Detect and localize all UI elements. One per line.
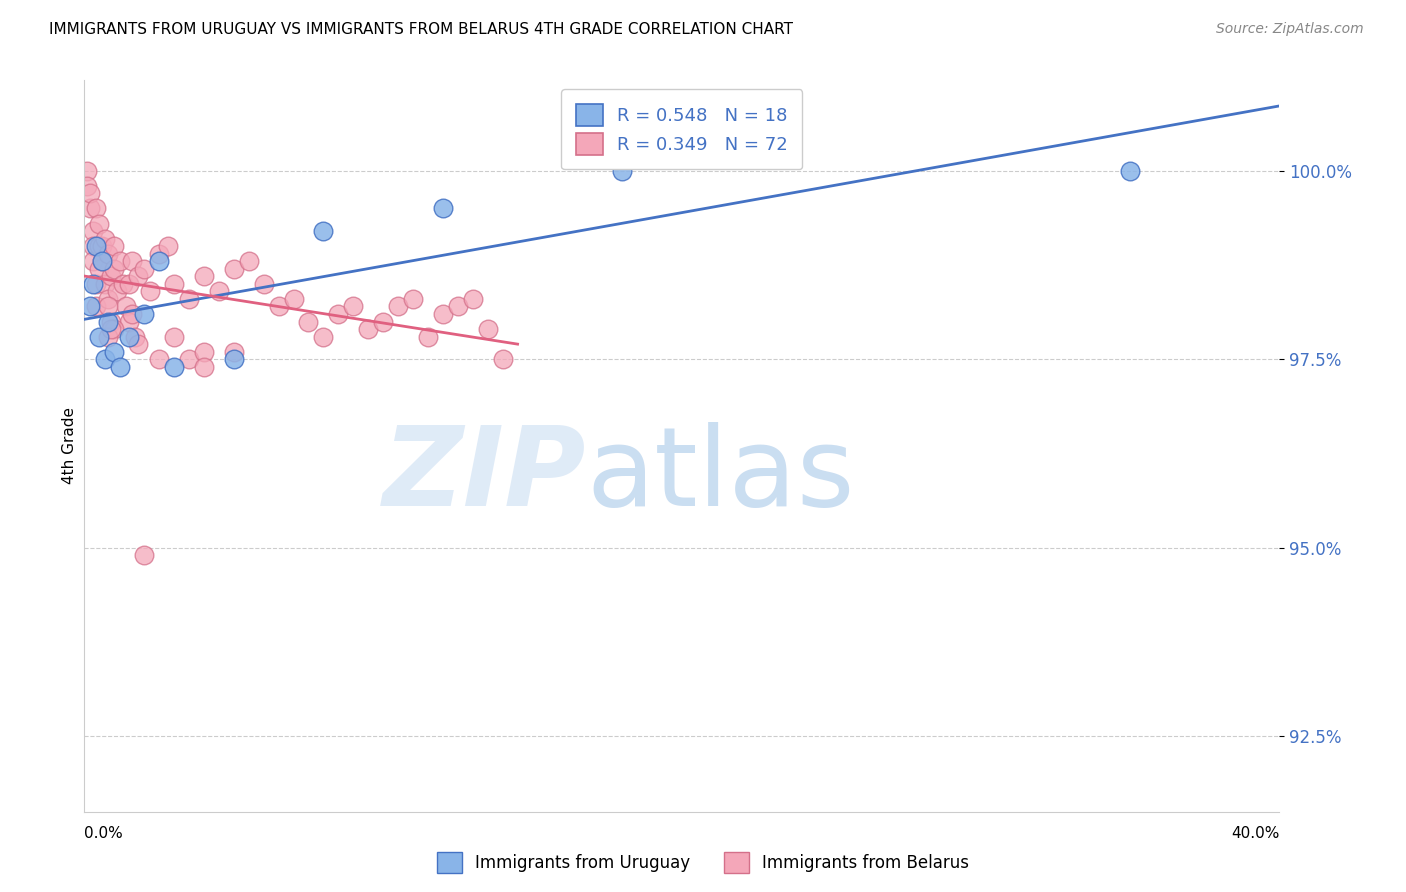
Point (139, 285, 162, 299)
Text: atlas: atlas (586, 422, 855, 529)
Point (402, 292, 425, 306)
Point (79, 202, 101, 216)
Point (157, 239, 180, 253)
Point (267, 300, 290, 314)
Legend: Immigrants from Uruguay, Immigrants from Belarus: Immigrants from Uruguay, Immigrants from… (430, 846, 976, 880)
Point (612, 163, 634, 178)
Point (447, 300, 470, 314)
Y-axis label: 4th Grade: 4th Grade (62, 408, 77, 484)
Point (103, 344, 125, 359)
Point (148, 254, 170, 268)
Point (103, 322, 125, 336)
Point (253, 277, 276, 291)
Point (118, 277, 141, 291)
Point (94, 352, 117, 367)
Point (163, 329, 186, 343)
Point (76, 178, 98, 193)
Point (238, 254, 260, 268)
Point (89, 261, 111, 276)
Point (94, 232, 117, 246)
Point (86, 300, 108, 314)
Point (1119, 163, 1142, 178)
Point (312, 224, 335, 238)
Point (163, 277, 186, 291)
Point (86, 277, 108, 291)
Point (118, 315, 141, 329)
Point (105, 285, 128, 299)
Point (97, 315, 120, 329)
Point (79, 300, 101, 314)
Point (222, 352, 245, 367)
Point (328, 307, 350, 321)
Point (121, 254, 143, 268)
Point (148, 246, 170, 260)
Point (432, 307, 454, 321)
Point (91, 254, 114, 268)
Point (124, 329, 146, 343)
Point (76, 163, 98, 178)
Point (461, 292, 484, 306)
Point (297, 315, 319, 329)
Point (91, 239, 114, 253)
Point (115, 300, 138, 314)
Point (100, 269, 122, 284)
Point (193, 359, 215, 374)
Point (416, 329, 439, 343)
Point (432, 202, 454, 216)
Point (477, 322, 499, 336)
Point (94, 277, 117, 291)
Point (89, 217, 111, 231)
Point (132, 549, 156, 563)
Point (208, 285, 231, 299)
Text: IMMIGRANTS FROM URUGUAY VS IMMIGRANTS FROM BELARUS 4TH GRADE CORRELATION CHART: IMMIGRANTS FROM URUGUAY VS IMMIGRANTS FR… (49, 22, 793, 37)
Point (177, 292, 200, 306)
Point (82, 254, 104, 268)
Point (89, 329, 111, 343)
Point (86, 202, 108, 216)
Point (148, 352, 170, 367)
Point (132, 307, 156, 321)
Point (163, 359, 186, 374)
Point (132, 261, 156, 276)
Point (110, 254, 132, 268)
Point (342, 300, 364, 314)
Point (110, 359, 132, 374)
Point (121, 307, 143, 321)
Point (97, 300, 120, 314)
Point (193, 269, 215, 284)
Point (127, 269, 149, 284)
Point (103, 239, 125, 253)
Text: 40.0%: 40.0% (1232, 826, 1279, 841)
Point (127, 337, 149, 351)
Point (97, 292, 120, 306)
Point (79, 186, 101, 201)
Point (100, 315, 122, 329)
Point (357, 322, 380, 336)
Point (82, 239, 104, 253)
Point (492, 352, 515, 367)
Point (112, 277, 135, 291)
Point (222, 261, 245, 276)
Point (100, 322, 122, 336)
Point (373, 315, 395, 329)
Point (86, 239, 108, 253)
Point (91, 254, 114, 268)
Point (283, 292, 305, 306)
Point (177, 352, 200, 367)
Text: ZIP: ZIP (382, 422, 586, 529)
Legend: R = 0.548   N = 18, R = 0.349   N = 72: R = 0.548 N = 18, R = 0.349 N = 72 (561, 89, 803, 169)
Point (82, 277, 104, 291)
Point (82, 224, 104, 238)
Point (97, 329, 120, 343)
Point (103, 261, 125, 276)
Text: 0.0%: 0.0% (84, 826, 124, 841)
Point (97, 246, 120, 260)
Text: Source: ZipAtlas.com: Source: ZipAtlas.com (1216, 22, 1364, 37)
Point (222, 344, 245, 359)
Point (387, 300, 409, 314)
Point (89, 239, 111, 253)
Point (118, 329, 141, 343)
Point (193, 344, 215, 359)
Point (312, 329, 335, 343)
